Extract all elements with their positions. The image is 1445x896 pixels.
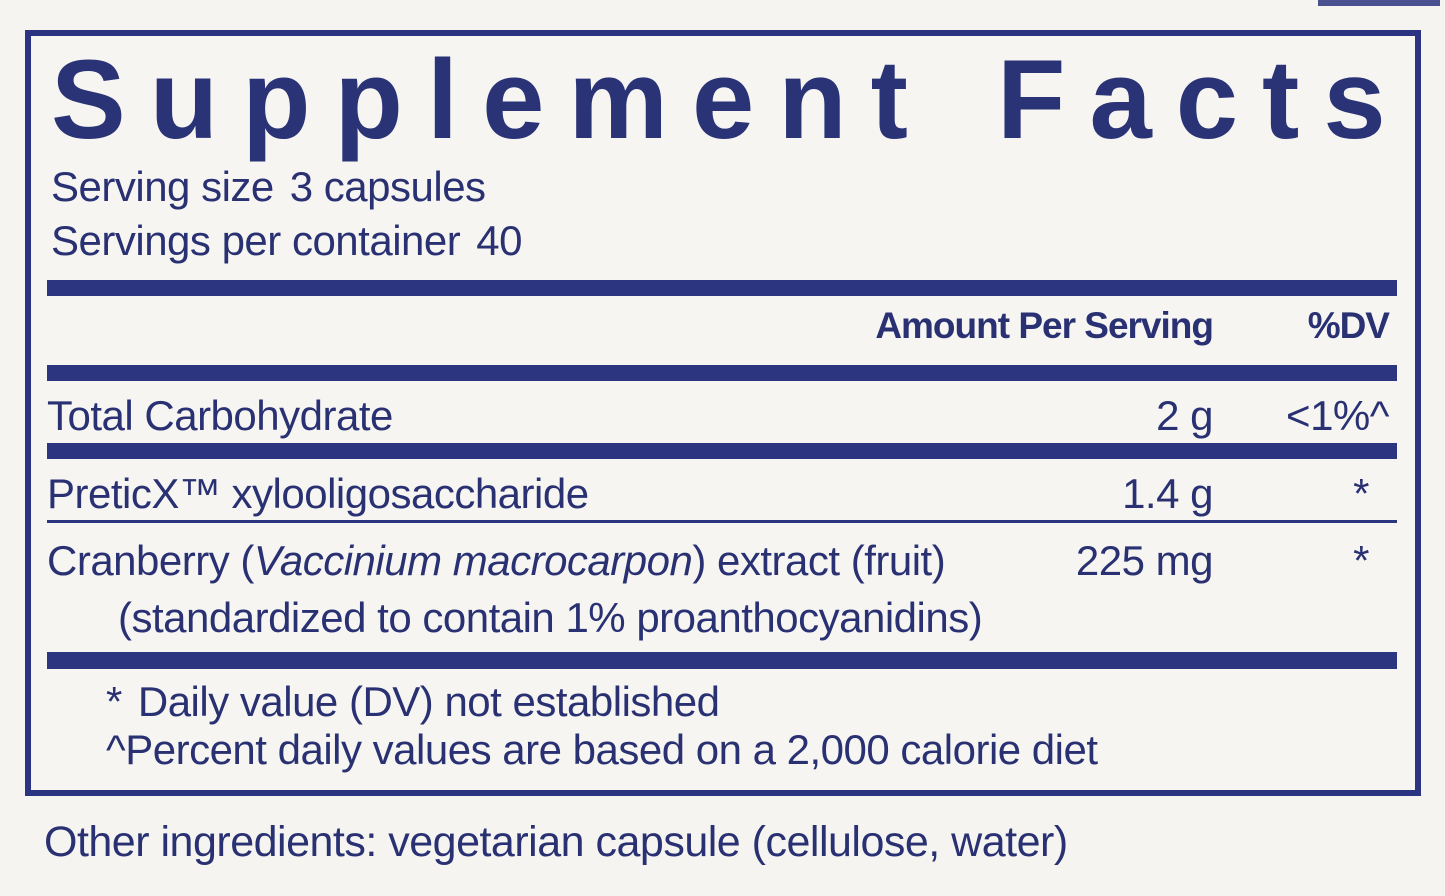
nutrient-name-prefix: Cranberry (: [47, 537, 254, 584]
footnote-percent-daily-values: ^Percent daily values are based on a 2,0…: [106, 728, 1098, 772]
servings-per-container-label: Servings per container: [51, 217, 461, 264]
nutrient-name-species: Vaccinium macrocarpon: [253, 537, 693, 584]
divider-bar-thick: [47, 443, 1397, 459]
nutrient-amount: 2 g: [1156, 392, 1213, 439]
top-edge-partial-bar: [1318, 0, 1440, 6]
nutrient-row-total-carbohydrate: Total Carbohydrate 2 g <1%^: [47, 392, 1397, 440]
serving-size-label: Serving size: [51, 163, 274, 210]
nutrient-row-cranberry: Cranberry (Vaccinium macrocarpon) extrac…: [47, 537, 1397, 585]
supplement-facts-panel: Supplement Facts Serving size 3 capsules …: [25, 30, 1421, 796]
other-ingredients-line: Other ingredients: vegetarian capsule (c…: [44, 818, 1068, 866]
nutrient-standardization-note: (standardized to contain 1% proanthocyan…: [118, 594, 983, 641]
supplement-facts-title: Supplement Facts: [51, 37, 1410, 162]
serving-size-line: Serving size 3 capsules: [51, 164, 486, 210]
nutrient-dv: *: [1353, 470, 1369, 517]
nutrient-row-preticx: PreticX™ xylooligosaccharide 1.4 g *: [47, 470, 1397, 518]
divider-bar-thick: [47, 280, 1397, 296]
nutrient-name: Cranberry (Vaccinium macrocarpon) extrac…: [47, 537, 946, 585]
divider-bar-thick: [47, 652, 1397, 669]
servings-per-container-line: Servings per container 40: [51, 218, 522, 264]
table-header-row: Amount Per Serving %DV: [47, 301, 1397, 351]
serving-size-value: 3 capsules: [289, 163, 486, 210]
nutrient-name: PreticX™ xylooligosaccharide: [47, 470, 589, 517]
footnote-asterisk-marker: *: [106, 678, 122, 725]
nutrient-dv: *: [1353, 537, 1369, 584]
footnote-caret-marker: ^: [106, 726, 126, 773]
nutrient-amount: 225 mg: [1075, 537, 1214, 584]
divider-bar-thick: [47, 365, 1397, 381]
divider-rule-thin: [47, 520, 1397, 523]
nutrient-name-suffix: ) extract (fruit): [692, 537, 946, 584]
nutrient-dv: <1%^: [1286, 392, 1389, 439]
nutrient-amount: 1.4 g: [1122, 470, 1213, 517]
footnote-dv-not-established: * Daily value (DV) not established: [106, 678, 720, 725]
servings-per-container-value: 40: [476, 217, 522, 264]
footnote-text: Daily value (DV) not established: [137, 678, 720, 725]
nutrient-name: Total Carbohydrate: [47, 392, 393, 439]
percent-dv-header: %DV: [1307, 305, 1390, 346]
footnote-text: Percent daily values are based on a 2,00…: [125, 726, 1098, 773]
amount-per-serving-header: Amount Per Serving: [875, 305, 1214, 346]
